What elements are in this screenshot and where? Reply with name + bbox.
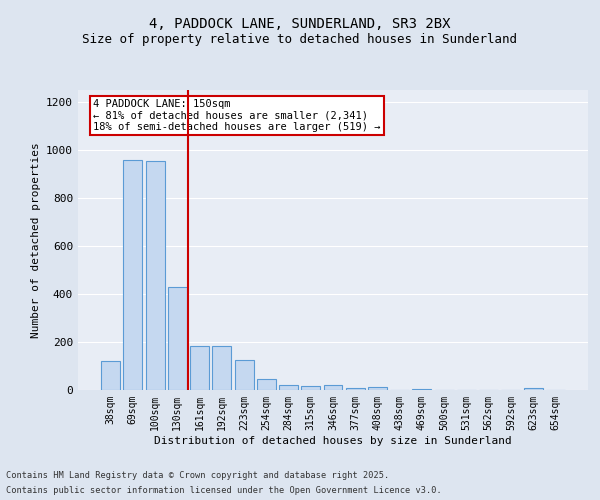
Text: Contains public sector information licensed under the Open Government Licence v3: Contains public sector information licen…	[6, 486, 442, 495]
X-axis label: Distribution of detached houses by size in Sunderland: Distribution of detached houses by size …	[154, 436, 512, 446]
Bar	[412, 389, 431, 390]
Bar	[323, 385, 343, 390]
Y-axis label: Number of detached properties: Number of detached properties	[31, 142, 41, 338]
Bar	[257, 379, 276, 390]
Bar	[279, 385, 298, 390]
Bar	[168, 287, 187, 390]
Text: 4, PADDOCK LANE, SUNDERLAND, SR3 2BX: 4, PADDOCK LANE, SUNDERLAND, SR3 2BX	[149, 18, 451, 32]
Bar	[346, 388, 365, 390]
Bar	[524, 388, 542, 390]
Text: Contains HM Land Registry data © Crown copyright and database right 2025.: Contains HM Land Registry data © Crown c…	[6, 471, 389, 480]
Bar	[190, 346, 209, 390]
Bar	[235, 360, 254, 390]
Bar	[124, 160, 142, 390]
Bar	[101, 361, 120, 390]
Bar	[146, 161, 164, 390]
Bar	[301, 386, 320, 390]
Bar	[212, 346, 231, 390]
Text: Size of property relative to detached houses in Sunderland: Size of property relative to detached ho…	[83, 32, 517, 46]
Text: 4 PADDOCK LANE: 150sqm
← 81% of detached houses are smaller (2,341)
18% of semi-: 4 PADDOCK LANE: 150sqm ← 81% of detached…	[94, 99, 381, 132]
Bar	[368, 387, 387, 390]
